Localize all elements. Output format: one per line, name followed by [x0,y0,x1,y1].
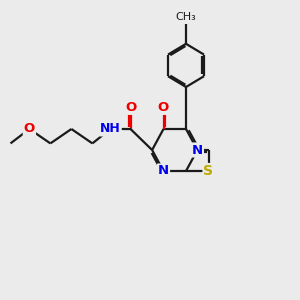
Text: O: O [158,101,169,114]
Text: CH₃: CH₃ [176,12,197,22]
Text: O: O [125,101,136,114]
Text: N: N [158,164,169,178]
Text: NH: NH [100,122,121,136]
Text: S: S [203,164,214,178]
Text: N: N [192,143,203,157]
Text: O: O [24,122,35,136]
